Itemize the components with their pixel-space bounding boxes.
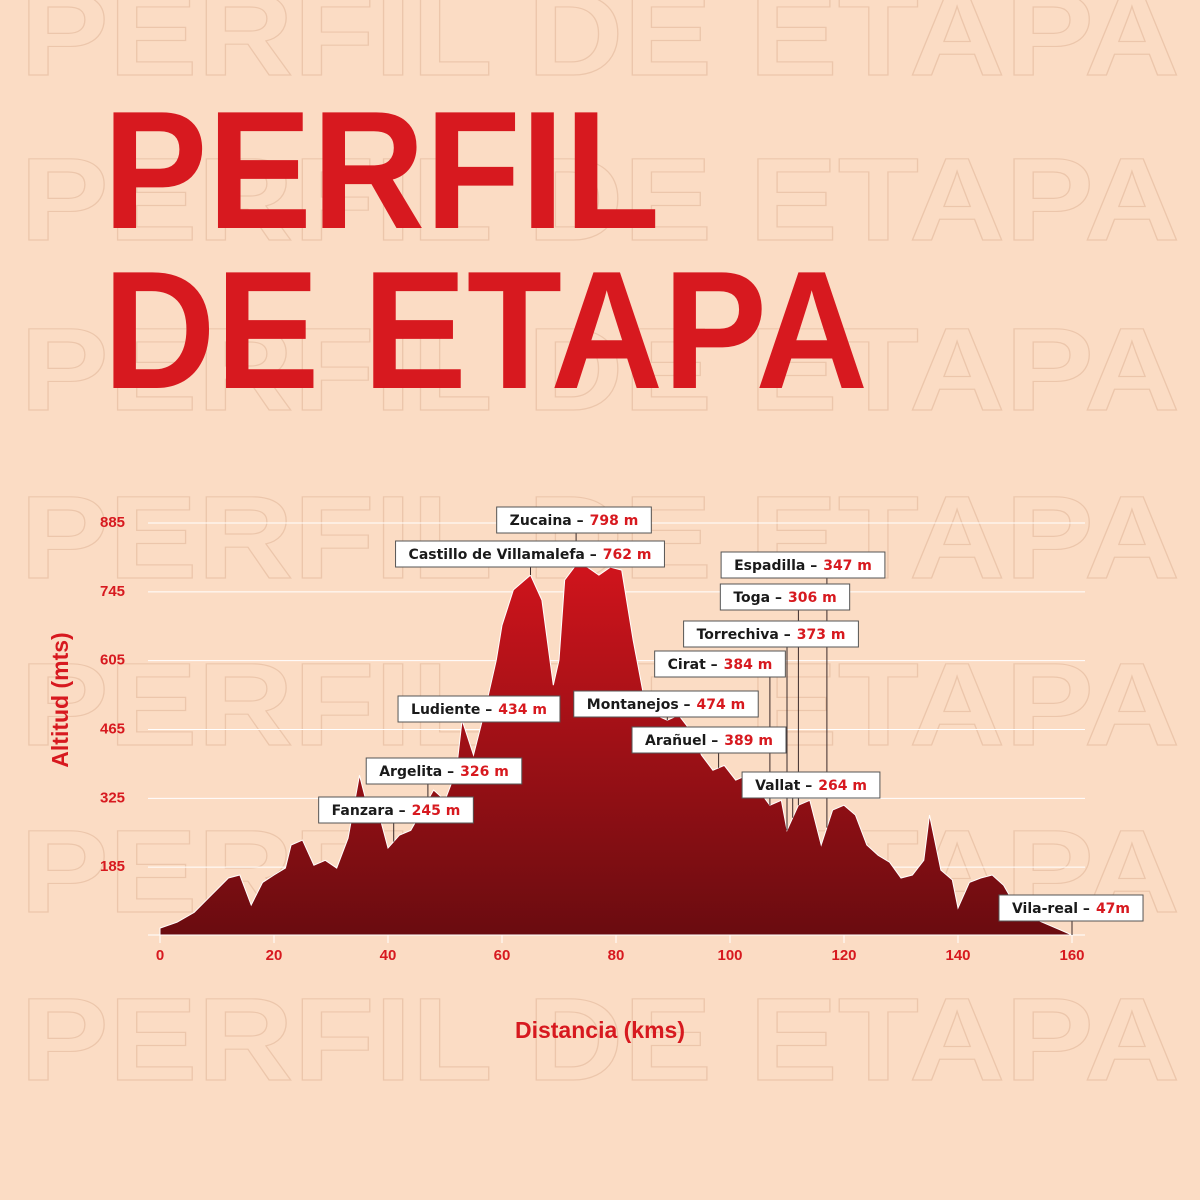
- x-tick-label: 20: [266, 947, 283, 964]
- annotation: Arañuel – 389 m: [631, 726, 787, 754]
- annotation-value: 762 m: [603, 547, 652, 563]
- y-axis-label: Altitud (mts): [47, 632, 73, 767]
- annotation-value: 264 m: [818, 778, 867, 794]
- x-tick-label: 120: [831, 947, 856, 964]
- annotation-value: 474 m: [697, 697, 746, 713]
- annotation-text: Vallat – 264 m: [755, 778, 867, 794]
- annotation-box: [998, 894, 1144, 922]
- x-tick-label: 60: [494, 947, 511, 964]
- watermark: PERFIL DE ETAPA: [20, 304, 1180, 436]
- watermark: PERFIL DE ETAPA: [20, 974, 1180, 1106]
- y-tick-label: 605: [100, 652, 125, 669]
- annotation-box: [365, 757, 523, 785]
- x-tick-label: 0: [156, 947, 164, 964]
- annotation-name: Torrechiva –: [697, 627, 791, 643]
- watermark: PERFIL DE ETAPA: [20, 0, 1180, 101]
- annotation-value: 245 m: [412, 803, 461, 819]
- annotation: Espadilla – 347 m: [720, 551, 886, 579]
- annotation-text: Torrechiva – 373 m: [697, 627, 846, 643]
- annotation-value: 373 m: [797, 627, 846, 643]
- annotation-box: [397, 695, 561, 723]
- annotation-box: [395, 540, 665, 568]
- annotation: Montanejos – 474 m: [573, 690, 759, 718]
- annotation-box: [631, 726, 787, 754]
- annotation-text: Argelita – 326 m: [379, 764, 509, 780]
- annotation-name: Zucaina –: [510, 513, 584, 529]
- annotation-value: 306 m: [788, 590, 837, 606]
- title-line: DE ETAPA: [103, 236, 868, 424]
- x-axis-label: Distancia (kms): [515, 1017, 685, 1043]
- annotation-box: [719, 583, 851, 611]
- annotation: Ludiente – 434 m: [397, 695, 561, 723]
- annotation-value: 389 m: [724, 733, 773, 749]
- annotation: Vila-real – 47m: [998, 894, 1144, 922]
- title-line: PERFIL: [103, 76, 660, 264]
- annotation-name: Vila-real –: [1012, 901, 1090, 917]
- x-tick-label: 140: [945, 947, 970, 964]
- x-tick-label: 40: [380, 947, 397, 964]
- annotation-text: Espadilla – 347 m: [734, 558, 872, 574]
- annotation: Torrechiva – 373 m: [683, 620, 859, 648]
- y-tick-label: 185: [100, 858, 125, 875]
- elevation-area: [159, 564, 1073, 936]
- annotation: Argelita – 326 m: [365, 757, 523, 785]
- annotation-text: Montanejos – 474 m: [587, 697, 745, 713]
- annotation-value: 347 m: [823, 558, 872, 574]
- y-tick-label: 325: [100, 789, 125, 806]
- annotation-box: [720, 551, 886, 579]
- annotation-name: Ludiente –: [411, 702, 492, 718]
- annotation-text: Arañuel – 389 m: [645, 733, 773, 749]
- annotation-box: [683, 620, 859, 648]
- x-tick-label: 160: [1059, 947, 1084, 964]
- y-tick-label: 885: [100, 514, 125, 531]
- annotation-value: 434 m: [498, 702, 547, 718]
- x-tick-label: 100: [717, 947, 742, 964]
- annotation: Zucaina – 798 m: [496, 506, 652, 534]
- annotation-name: Montanejos –: [587, 697, 691, 713]
- annotation: Castillo de Villamalefa – 762 m: [395, 540, 665, 568]
- annotation-text: Toga – 306 m: [733, 590, 836, 606]
- annotation: Cirat – 384 m: [654, 650, 786, 678]
- annotation-text: Zucaina – 798 m: [510, 513, 639, 529]
- annotation-value: 384 m: [724, 657, 773, 673]
- y-tick-label: 745: [100, 583, 125, 600]
- annotation-name: Argelita –: [379, 764, 454, 780]
- annotation-name: Espadilla –: [734, 558, 817, 574]
- x-tick-label: 80: [608, 947, 625, 964]
- annotation-name: Fanzara –: [332, 803, 406, 819]
- annotation-text: Fanzara – 245 m: [332, 803, 461, 819]
- y-tick-label: 465: [100, 720, 125, 737]
- annotation-value: 326 m: [460, 764, 509, 780]
- annotation-name: Toga –: [733, 590, 782, 606]
- annotation-box: [654, 650, 786, 678]
- annotation-name: Vallat –: [755, 778, 812, 794]
- annotation-value: 47m: [1096, 901, 1130, 917]
- annotation: Fanzara – 245 m: [318, 796, 474, 824]
- annotation-text: Cirat – 384 m: [668, 657, 773, 673]
- annotation-name: Castillo de Villamalefa –: [409, 547, 597, 563]
- annotation: Toga – 306 m: [719, 583, 851, 611]
- annotation-text: Ludiente – 434 m: [411, 702, 547, 718]
- annotation-text: Castillo de Villamalefa – 762 m: [409, 547, 652, 563]
- annotation-box: [573, 690, 759, 718]
- annotation-box: [318, 796, 474, 824]
- annotation: Vallat – 264 m: [741, 771, 881, 799]
- annotation-box: [741, 771, 881, 799]
- annotation-text: Vila-real – 47m: [1012, 901, 1130, 917]
- watermark: PERFIL DE ETAPA: [20, 134, 1180, 266]
- annotation-name: Cirat –: [668, 657, 718, 673]
- annotation-value: 798 m: [590, 513, 639, 529]
- annotation-box: [496, 506, 652, 534]
- annotation-name: Arañuel –: [645, 733, 718, 749]
